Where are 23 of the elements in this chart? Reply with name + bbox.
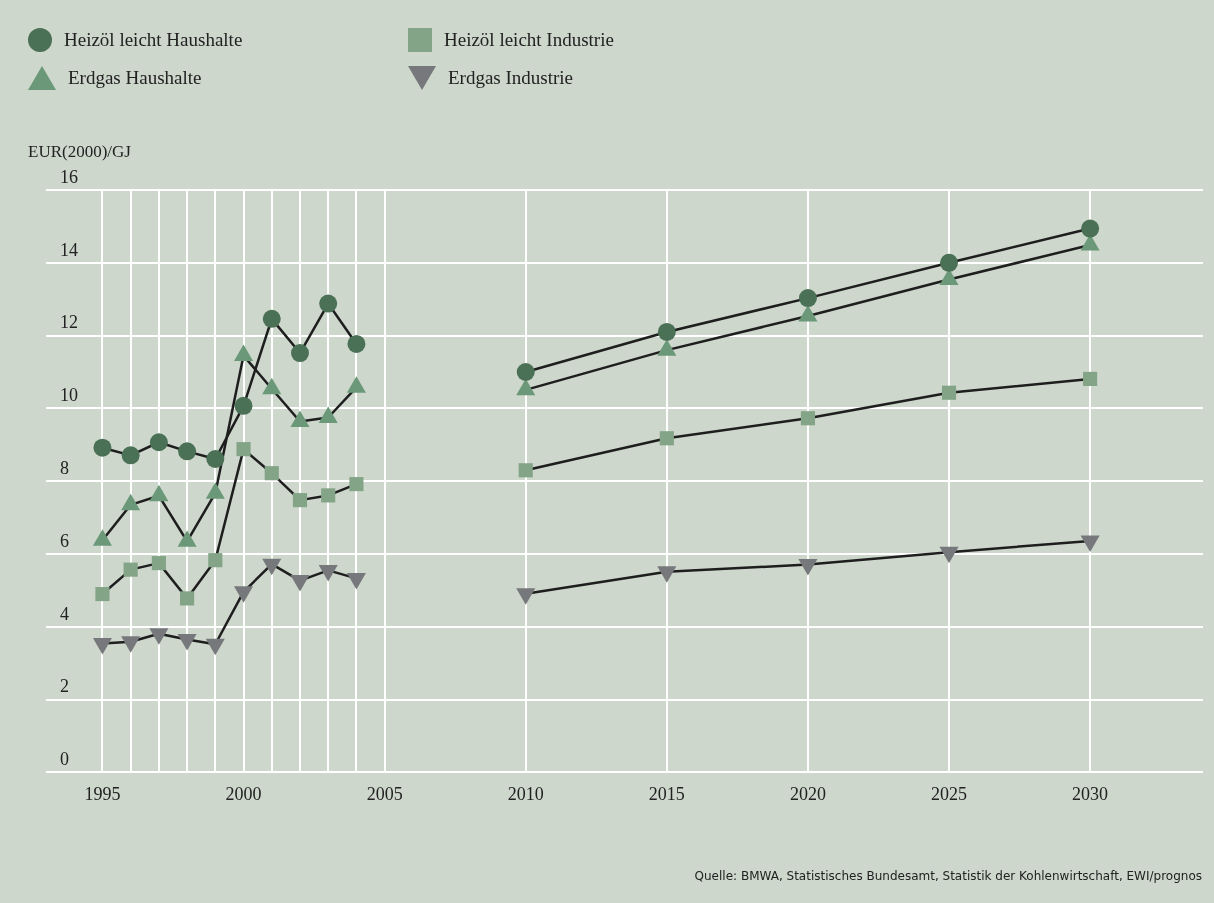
x-tick-label: 2005 bbox=[366, 783, 403, 804]
legend-label: Erdgas Industrie bbox=[448, 67, 574, 89]
x-tick-label: 2015 bbox=[648, 783, 685, 804]
y-tick-label: 10 bbox=[60, 385, 78, 406]
source-note: Quelle: BMWA, Statistisches Bundesamt, Statistik der Kohlenwirtschaft, EWI/prognos bbox=[694, 869, 1202, 883]
y-tick-label: 12 bbox=[60, 312, 78, 333]
y-tick-label: 16 bbox=[60, 166, 78, 187]
y-tick-label: 2 bbox=[60, 676, 69, 697]
x-tick-label: 1995 bbox=[84, 783, 121, 804]
legend-label: Erdgas Haushalte bbox=[68, 67, 202, 89]
x-tick-label: 2010 bbox=[507, 783, 544, 804]
y-tick-label: 14 bbox=[60, 239, 78, 260]
x-tick-label: 2020 bbox=[789, 783, 826, 804]
y-axis-title: EUR(2000)/GJ bbox=[28, 142, 131, 162]
y-tick-label: 8 bbox=[60, 457, 69, 478]
y-tick-label: 0 bbox=[60, 749, 69, 770]
y-tick-label: 4 bbox=[60, 603, 69, 624]
x-tick-label: 2025 bbox=[931, 783, 968, 804]
x-tick-label: 2030 bbox=[1072, 783, 1109, 804]
legend-label: Heizöl leicht Haushalte bbox=[64, 29, 243, 51]
x-tick-label: 2000 bbox=[225, 783, 262, 804]
legend-label: Heizöl leicht Industrie bbox=[444, 29, 614, 51]
y-tick-label: 6 bbox=[60, 530, 69, 551]
